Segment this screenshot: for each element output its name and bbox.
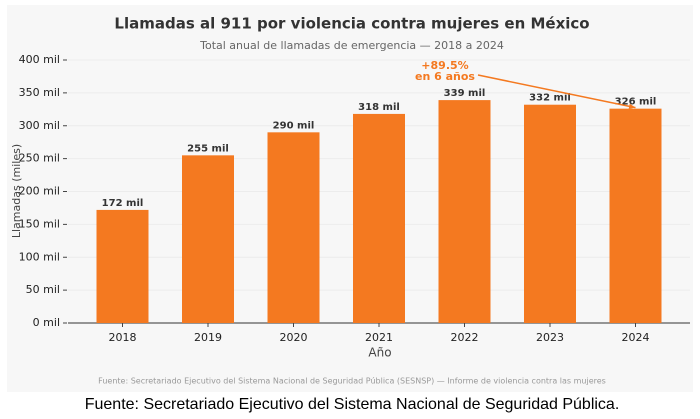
bar [267,132,320,323]
x-tick-label: 2021 [365,331,393,344]
y-tick-label: 400 mil [19,53,60,66]
value-label: 339 mil [444,88,486,99]
y-tick-label: 100 mil [19,250,60,263]
annotation-arrow [477,74,636,109]
annotation-arrowhead [628,103,636,110]
source-note: Fuente: Secretariado Ejecutivo del Siste… [98,377,606,386]
x-tick-label: 2018 [109,331,137,344]
value-label: 172 mil [102,198,144,209]
bar [438,100,491,323]
x-tick-label: 2023 [536,331,564,344]
x-axis-label: Año [368,346,391,360]
y-tick-label: 300 mil [19,119,60,132]
annotation: +89.5% [421,59,468,72]
x-tick-label: 2022 [451,331,479,344]
x-tick-label: 2019 [194,331,222,344]
y-axis-label: Llamadas (miles) [10,144,23,238]
x-tick-label: 2020 [280,331,308,344]
annotation: en 6 años [415,70,475,83]
bar [524,104,576,324]
y-tick-label: 0 mil [33,316,60,329]
x-tick-label: 2024 [622,331,650,344]
bar [96,209,149,323]
bar [609,108,662,323]
chart-subtitle: Total anual de llamadas de emergencia — … [199,39,504,52]
chart-background [7,5,693,392]
bar [182,155,234,323]
caption: Fuente: Secretariado Ejecutivo del Siste… [85,396,620,413]
y-tick-label: 250 mil [19,152,60,165]
value-label: 332 mil [529,93,571,104]
bar [353,113,405,323]
y-tick-label: 50 mil [26,283,60,296]
value-label: 290 mil [273,120,315,131]
value-label: 326 mil [615,97,657,108]
y-tick-label: 350 mil [19,86,60,99]
y-tick-label: 200 mil [19,185,60,198]
value-label: 318 mil [358,102,400,113]
chart-title: Llamadas al 911 por violencia contra muj… [114,15,589,33]
y-tick-label: 150 mil [19,217,60,230]
value-label: 255 mil [187,143,229,154]
